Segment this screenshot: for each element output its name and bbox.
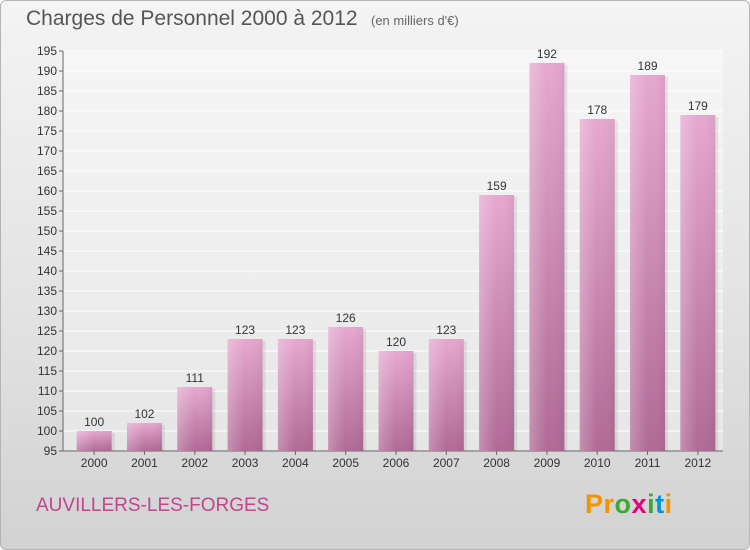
data-label: 179: [688, 99, 708, 113]
y-tick-label: 170: [37, 144, 57, 158]
commune-name: AUVILLERS-LES-FORGES: [36, 495, 270, 516]
brand-letter: i: [664, 489, 673, 519]
brand-letter: t: [655, 489, 665, 519]
y-tick-label: 105: [37, 404, 57, 418]
bar-highlight: [680, 115, 716, 451]
value-labels: 100 102 111 123 123 126 120 123 159 192 178 189 179: [84, 47, 708, 429]
y-tick-label: 120: [37, 344, 57, 358]
y-tick-label: 175: [37, 124, 57, 138]
bar-highlight: [328, 327, 364, 451]
bar-highlight: [428, 339, 464, 451]
y-tick-label: 165: [37, 164, 57, 178]
brand-letter: o: [614, 489, 632, 519]
y-tick-label: 150: [37, 224, 57, 238]
bar-highlight: [579, 119, 615, 451]
data-label: 126: [336, 311, 356, 325]
data-label: 123: [436, 323, 456, 337]
bar-highlight: [378, 351, 414, 451]
y-tick-label: 195: [37, 44, 57, 58]
x-tick-label: 2009: [534, 456, 561, 470]
x-tick-label: 2003: [232, 456, 259, 470]
chart-title: Charges de Personnel 2000 à 2012: [26, 7, 358, 30]
bar-highlight: [227, 339, 263, 451]
data-label: 189: [638, 59, 658, 73]
x-tick-label: 2010: [584, 456, 611, 470]
x-tick-label: 2006: [383, 456, 410, 470]
x-tick-label: 2000: [81, 456, 108, 470]
bar-highlight: [177, 387, 213, 451]
x-tick-label: 2008: [483, 456, 510, 470]
proxiti-logo: Proxiti: [585, 489, 673, 520]
axes: 95 100 105 110 115 120 125 130 135 140 145 150 155 16…: [37, 44, 723, 470]
bar-highlight: [76, 431, 112, 451]
y-tick-label: 160: [37, 184, 57, 198]
x-tick-label: 2007: [433, 456, 460, 470]
y-tick-label: 130: [37, 304, 57, 318]
data-label: 102: [134, 407, 154, 421]
data-label: 111: [186, 371, 205, 385]
y-tick-label: 135: [37, 284, 57, 298]
brand-letter: P: [585, 489, 604, 519]
bar-highlight: [479, 195, 515, 451]
brand-letter: i: [647, 489, 656, 519]
y-tick-label: 110: [38, 384, 57, 398]
bar-highlight: [126, 423, 162, 451]
data-label: 159: [487, 179, 507, 193]
y-tick-label: 140: [37, 264, 57, 278]
data-label: 123: [235, 323, 255, 337]
x-tick-label: 2005: [332, 456, 359, 470]
y-tick-label: 145: [37, 244, 57, 258]
y-tick-label: 190: [37, 64, 57, 78]
chart-subtitle: (en milliers d'€): [371, 13, 459, 28]
bar-highlight: [529, 63, 565, 451]
data-label: 120: [386, 335, 406, 349]
bars: [76, 63, 719, 451]
y-tick-label: 185: [37, 84, 57, 98]
brand-letter: r: [603, 489, 615, 519]
bar-highlight: [277, 339, 313, 451]
x-tick-label: 2001: [131, 456, 158, 470]
y-tick-label: 180: [37, 104, 57, 118]
y-tick-label: 95: [44, 444, 58, 458]
brand-letter: x: [631, 489, 648, 519]
y-tick-label: 100: [37, 424, 57, 438]
x-tick-label: 2011: [635, 456, 661, 470]
data-label: 123: [285, 323, 305, 337]
data-label: 100: [84, 415, 104, 429]
y-tick-label: 155: [37, 204, 57, 218]
bar-highlight: [630, 75, 666, 451]
x-tick-label: 2002: [181, 456, 208, 470]
y-tick-label: 115: [38, 364, 57, 378]
x-tick-label: 2012: [684, 456, 711, 470]
y-tick-label: 125: [37, 324, 57, 338]
data-label: 178: [587, 103, 607, 117]
x-tick-label: 2004: [282, 456, 309, 470]
data-label: 192: [537, 47, 557, 61]
